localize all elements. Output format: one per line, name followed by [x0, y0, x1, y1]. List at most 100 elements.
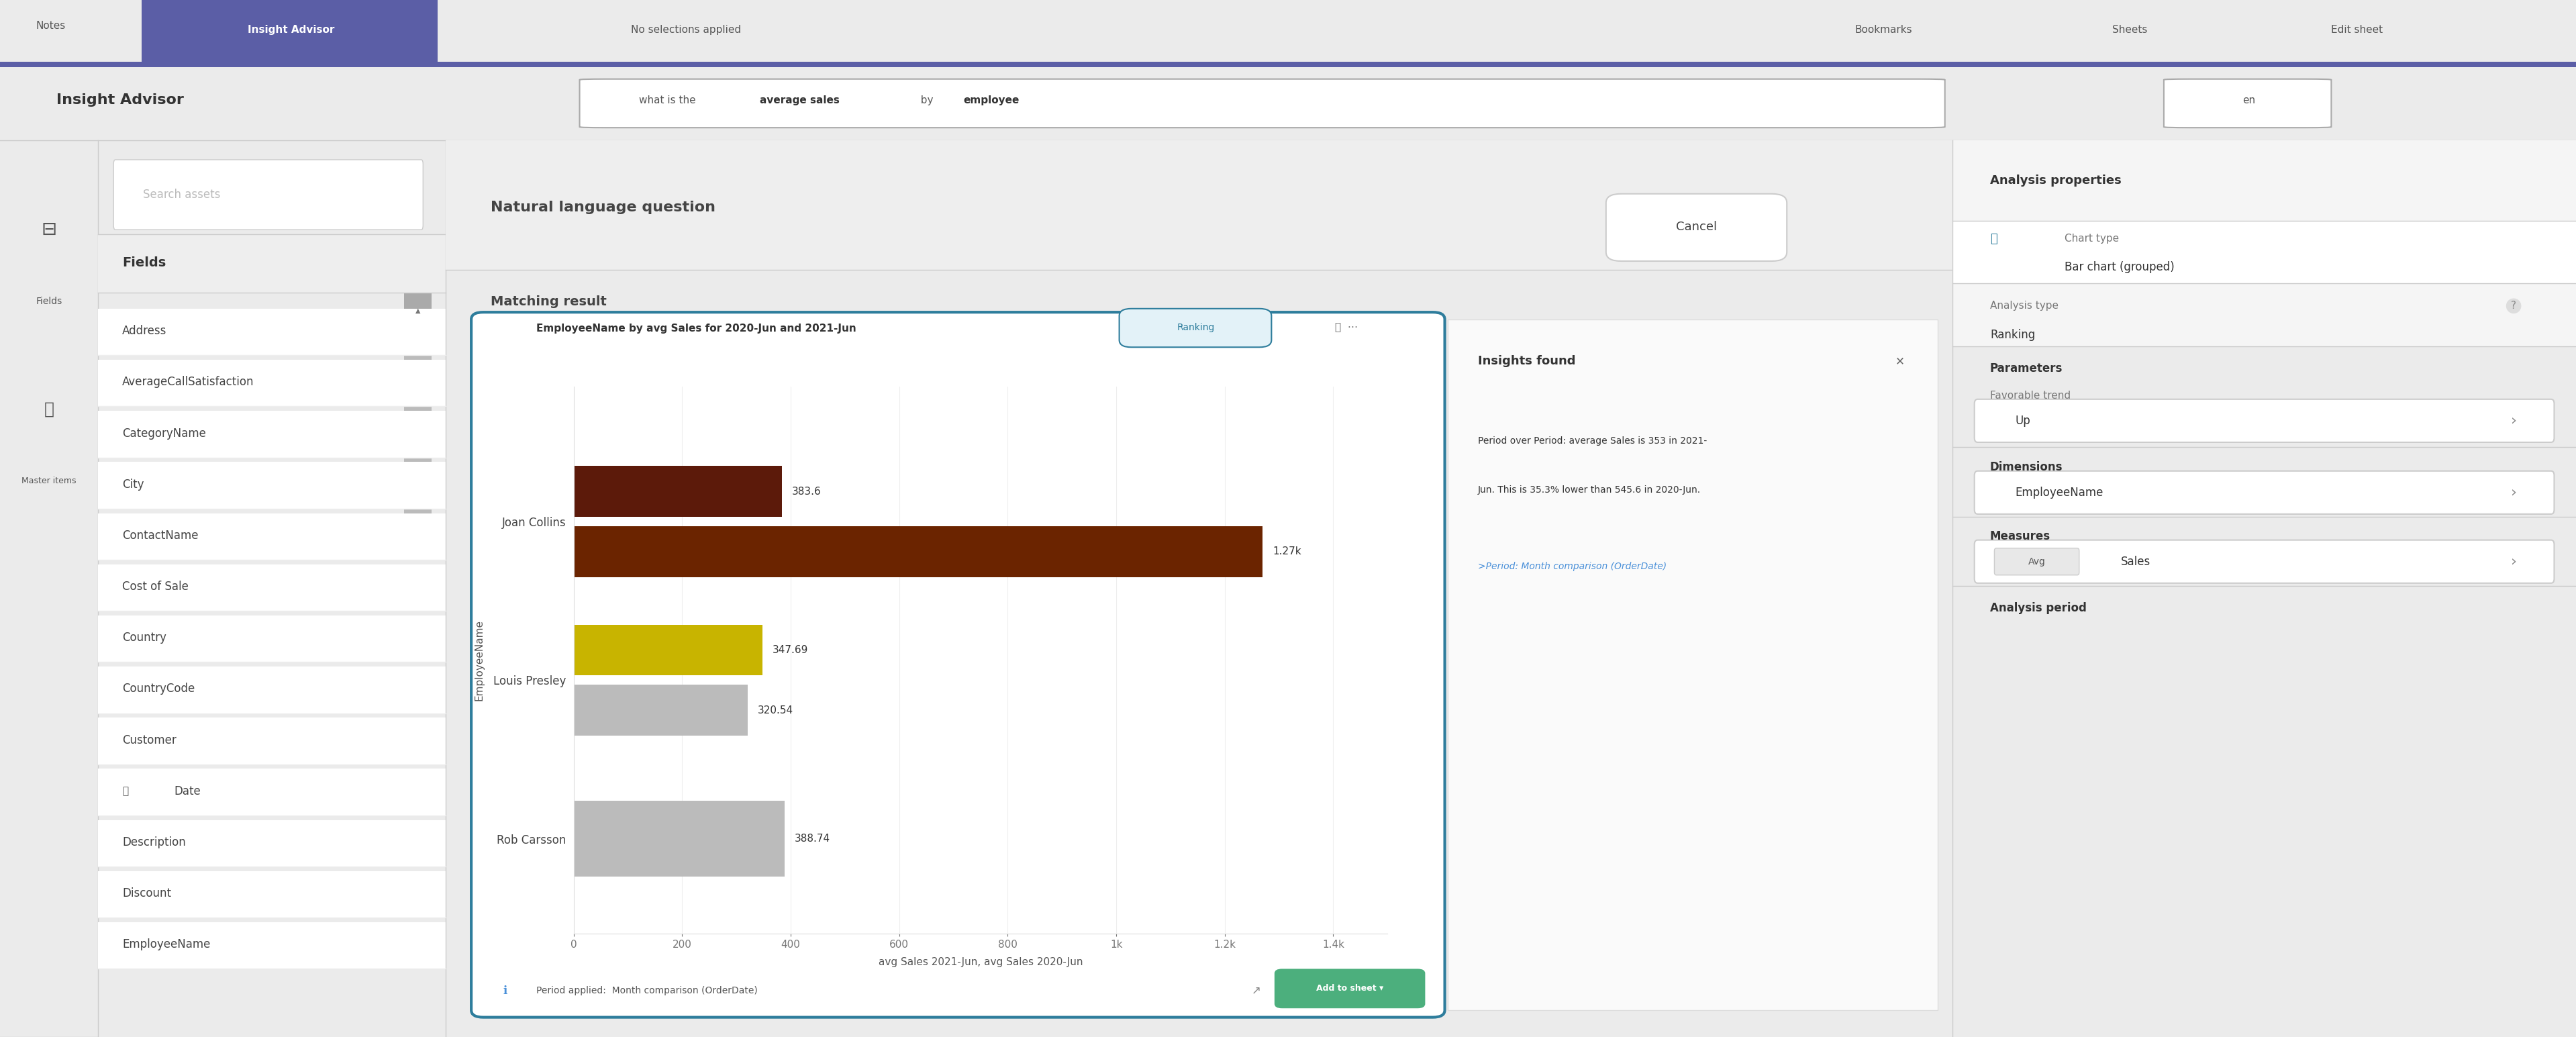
FancyBboxPatch shape: [1275, 969, 1425, 1008]
Bar: [98, 463, 446, 509]
Text: Period applied:  Month comparison (OrderDate): Period applied: Month comparison (OrderD…: [536, 985, 757, 996]
Text: 388.74: 388.74: [793, 834, 829, 844]
FancyBboxPatch shape: [471, 312, 1445, 1017]
Text: Parameters: Parameters: [1991, 363, 2063, 374]
Text: Country: Country: [121, 632, 167, 644]
Bar: [574, 801, 786, 876]
Text: Bar chart (grouped): Bar chart (grouped): [2066, 261, 2174, 274]
Bar: [0, 62, 2576, 67]
FancyBboxPatch shape: [1973, 540, 2555, 583]
Text: Avg: Avg: [2027, 557, 2045, 566]
FancyBboxPatch shape: [1605, 194, 1788, 261]
Text: Analysis period: Analysis period: [1991, 602, 2087, 614]
Bar: [142, 0, 438, 62]
Text: EmployeeName: EmployeeName: [121, 938, 211, 951]
Bar: [574, 466, 783, 516]
Text: 🔗: 🔗: [44, 401, 54, 417]
Text: Ranking: Ranking: [1177, 323, 1216, 332]
Bar: [446, 140, 1953, 270]
Text: CountryCode: CountryCode: [121, 683, 196, 695]
Text: Fields: Fields: [121, 256, 165, 270]
Bar: [98, 564, 446, 611]
Text: Date: Date: [175, 785, 201, 797]
Text: Edit sheet: Edit sheet: [2331, 25, 2383, 34]
Text: No selections applied: No selections applied: [631, 25, 742, 34]
FancyBboxPatch shape: [1118, 309, 1273, 347]
Text: ›: ›: [2512, 414, 2517, 427]
Text: Up: Up: [2014, 415, 2030, 427]
Text: ▲: ▲: [415, 307, 420, 314]
Bar: [98, 768, 446, 815]
Text: EmployeeName by avg Sales for 2020-Jun and 2021-Jun: EmployeeName by avg Sales for 2020-Jun a…: [536, 324, 855, 334]
Bar: [574, 684, 747, 735]
Bar: [98, 360, 446, 407]
FancyBboxPatch shape: [580, 79, 1945, 128]
FancyBboxPatch shape: [1973, 399, 2555, 443]
Text: Description: Description: [121, 836, 185, 848]
Bar: [1953, 140, 2576, 221]
Text: average sales: average sales: [760, 95, 840, 105]
Text: ✕: ✕: [1896, 356, 1904, 367]
Text: Search assets: Search assets: [144, 189, 222, 201]
Text: what is the: what is the: [639, 95, 703, 105]
Text: Add to sheet ▾: Add to sheet ▾: [1316, 984, 1383, 992]
Text: Insight Advisor: Insight Advisor: [57, 93, 183, 107]
Bar: [574, 624, 762, 675]
Bar: [98, 667, 446, 713]
Bar: [98, 513, 446, 560]
Text: Bookmarks: Bookmarks: [1855, 25, 1911, 34]
Bar: [1953, 283, 2576, 346]
X-axis label: avg Sales 2021-Jun, avg Sales 2020-Jun: avg Sales 2021-Jun, avg Sales 2020-Jun: [878, 957, 1082, 968]
Text: Address: Address: [121, 325, 167, 337]
Text: Master items: Master items: [21, 476, 77, 485]
Y-axis label: EmployeeName: EmployeeName: [474, 620, 484, 701]
Text: CategoryName: CategoryName: [121, 427, 206, 440]
Text: Discount: Discount: [121, 888, 170, 899]
Bar: [98, 234, 446, 292]
Text: 📅: 📅: [121, 786, 129, 796]
Text: Customer: Customer: [121, 734, 175, 747]
FancyBboxPatch shape: [2164, 79, 2331, 128]
Text: ↗: ↗: [1252, 984, 1262, 997]
Text: Period over Period: average Sales is 353 in 2021-: Period over Period: average Sales is 353…: [1479, 436, 1708, 446]
Text: Natural language question: Natural language question: [492, 200, 716, 214]
Text: 320.54: 320.54: [757, 705, 793, 716]
FancyBboxPatch shape: [113, 160, 422, 229]
Bar: [98, 309, 446, 356]
Text: Insight Advisor: Insight Advisor: [247, 25, 335, 34]
Bar: [404, 292, 433, 329]
Text: employee: employee: [963, 95, 1020, 105]
Text: Sales: Sales: [2120, 556, 2151, 567]
FancyBboxPatch shape: [1973, 471, 2555, 514]
Text: ?: ?: [2512, 301, 2517, 311]
Text: Dimensions: Dimensions: [1991, 461, 2063, 474]
Text: Measures: Measures: [1991, 531, 2050, 542]
Bar: [1448, 319, 1937, 1010]
Bar: [1953, 221, 2576, 283]
Text: 📊: 📊: [1991, 232, 1996, 245]
Text: Favorable trend: Favorable trend: [1991, 391, 2071, 400]
Text: Cancel: Cancel: [1677, 221, 1718, 233]
Bar: [98, 615, 446, 662]
Text: Chart type: Chart type: [2066, 233, 2120, 244]
Text: Cost of Sale: Cost of Sale: [121, 581, 188, 593]
Bar: [98, 871, 446, 918]
Text: ⛶  ⋯: ⛶ ⋯: [1334, 323, 1358, 333]
FancyBboxPatch shape: [1994, 549, 2079, 576]
Text: >Period: Month comparison (OrderDate): >Period: Month comparison (OrderDate): [1479, 562, 1667, 571]
Text: Analysis properties: Analysis properties: [1991, 174, 2123, 187]
Text: by: by: [914, 95, 940, 105]
Bar: [574, 526, 1262, 577]
Text: 383.6: 383.6: [791, 486, 822, 497]
Text: en: en: [2244, 95, 2254, 105]
Text: Notes: Notes: [36, 21, 67, 31]
Text: ›: ›: [2512, 485, 2517, 499]
Bar: [404, 337, 433, 543]
Bar: [98, 718, 446, 764]
Text: Analysis type: Analysis type: [1991, 301, 2058, 311]
Text: ℹ: ℹ: [502, 984, 507, 997]
Text: ContactName: ContactName: [121, 530, 198, 541]
Text: 1.27k: 1.27k: [1273, 546, 1301, 557]
Bar: [98, 922, 446, 969]
Text: Sheets: Sheets: [2112, 25, 2148, 34]
